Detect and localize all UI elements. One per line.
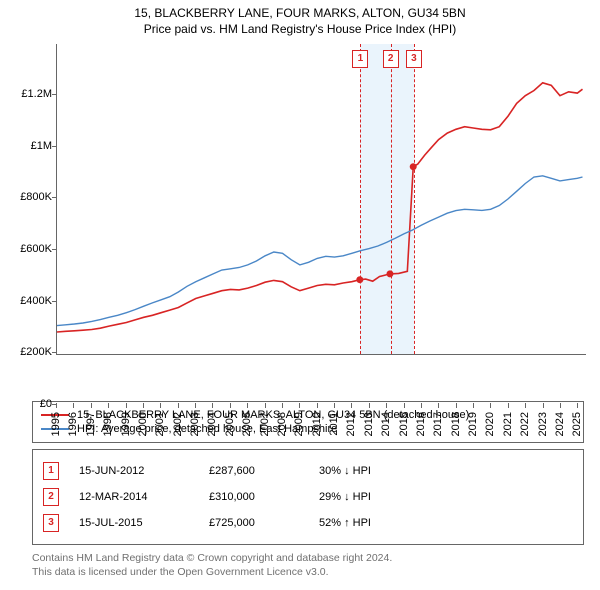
x-tick-label: 2017 <box>432 412 444 436</box>
event-marker: 3 <box>406 50 422 68</box>
sale-price: £310,000 <box>209 491 299 503</box>
series-property <box>57 83 583 332</box>
sale-delta: 52% ↑ HPI <box>319 517 371 529</box>
footer-line-1: Contains HM Land Registry data © Crown c… <box>32 551 584 565</box>
x-tick-label: 2010 <box>311 412 323 436</box>
chart-container: 15, BLACKBERRY LANE, FOUR MARKS, ALTON, … <box>0 0 600 579</box>
x-tick-label: 1996 <box>67 412 79 436</box>
sale-delta: 30% ↓ HPI <box>319 465 371 477</box>
sale-marker: 1 <box>43 462 59 480</box>
x-tick-label: 2006 <box>241 412 253 436</box>
event-marker: 2 <box>383 50 399 68</box>
event-marker: 1 <box>352 50 368 68</box>
y-tick-label: £1.2M <box>21 88 52 100</box>
x-tick-label: 2016 <box>415 412 427 436</box>
x-tick-label: 2022 <box>519 412 531 436</box>
x-tick-label: 2003 <box>189 412 201 436</box>
sale-row: 3 15-JUL-2015 £725,000 52% ↑ HPI <box>43 510 573 536</box>
x-tick-label: 2002 <box>172 412 184 436</box>
sale-price: £287,600 <box>209 465 299 477</box>
x-tick-label: 2000 <box>137 412 149 436</box>
footer: Contains HM Land Registry data © Crown c… <box>32 551 584 579</box>
x-tick-label: 2020 <box>484 412 496 436</box>
sale-date: 15-JUN-2012 <box>79 465 189 477</box>
y-tick-label: £200K <box>20 346 52 358</box>
x-tick-label: 2023 <box>537 412 549 436</box>
sale-marker: 2 <box>43 488 59 506</box>
y-tick-label: £400K <box>20 295 52 307</box>
y-tick-label: £0 <box>40 398 52 410</box>
sale-date: 15-JUL-2015 <box>79 517 189 529</box>
y-tick-label: £800K <box>20 191 52 203</box>
sale-dot <box>410 163 417 170</box>
x-tick-label: 2024 <box>554 412 566 436</box>
y-axis-ticks: £0£200K£400K£600K£800K£1M£1.2M <box>0 94 56 404</box>
sale-row: 2 12-MAR-2014 £310,000 29% ↓ HPI <box>43 484 573 510</box>
x-tick-label: 2014 <box>380 412 392 436</box>
x-tick-label: 1995 <box>50 412 62 436</box>
titles: 15, BLACKBERRY LANE, FOUR MARKS, ALTON, … <box>0 0 600 36</box>
x-tick-label: 2004 <box>206 412 218 436</box>
x-tick-label: 2021 <box>502 412 514 436</box>
x-tick-label: 1999 <box>120 412 132 436</box>
y-tick-label: £600K <box>20 243 52 255</box>
sale-delta: 29% ↓ HPI <box>319 491 371 503</box>
x-tick-label: 1997 <box>85 412 97 436</box>
x-tick-label: 2008 <box>276 412 288 436</box>
x-tick-label: 2011 <box>328 412 340 436</box>
sale-dot <box>386 270 393 277</box>
x-tick-label: 2001 <box>154 412 166 436</box>
x-tick-label: 2009 <box>293 412 305 436</box>
x-tick-label: 1998 <box>102 412 114 436</box>
x-tick-label: 2025 <box>571 412 583 436</box>
plot-area: 123 <box>56 44 586 355</box>
x-tick-label: 2015 <box>398 412 410 436</box>
x-tick-label: 2013 <box>363 412 375 436</box>
chart-lines <box>57 44 586 354</box>
y-tick-label: £1M <box>31 140 52 152</box>
x-tick-label: 2018 <box>450 412 462 436</box>
x-tick-label: 2007 <box>259 412 271 436</box>
x-axis-ticks: 1995199619971998199920002001200220032004… <box>56 404 586 464</box>
x-tick-label: 2005 <box>224 412 236 436</box>
x-tick-label: 2012 <box>345 412 357 436</box>
x-tick-label: 2019 <box>467 412 479 436</box>
sale-dot <box>356 276 363 283</box>
series-hpi <box>57 176 583 326</box>
chart-title: 15, BLACKBERRY LANE, FOUR MARKS, ALTON, … <box>0 6 600 20</box>
sale-date: 12-MAR-2014 <box>79 491 189 503</box>
sale-price: £725,000 <box>209 517 299 529</box>
sale-marker: 3 <box>43 514 59 532</box>
footer-line-2: This data is licensed under the Open Gov… <box>32 565 584 579</box>
chart-subtitle: Price paid vs. HM Land Registry's House … <box>0 22 600 36</box>
